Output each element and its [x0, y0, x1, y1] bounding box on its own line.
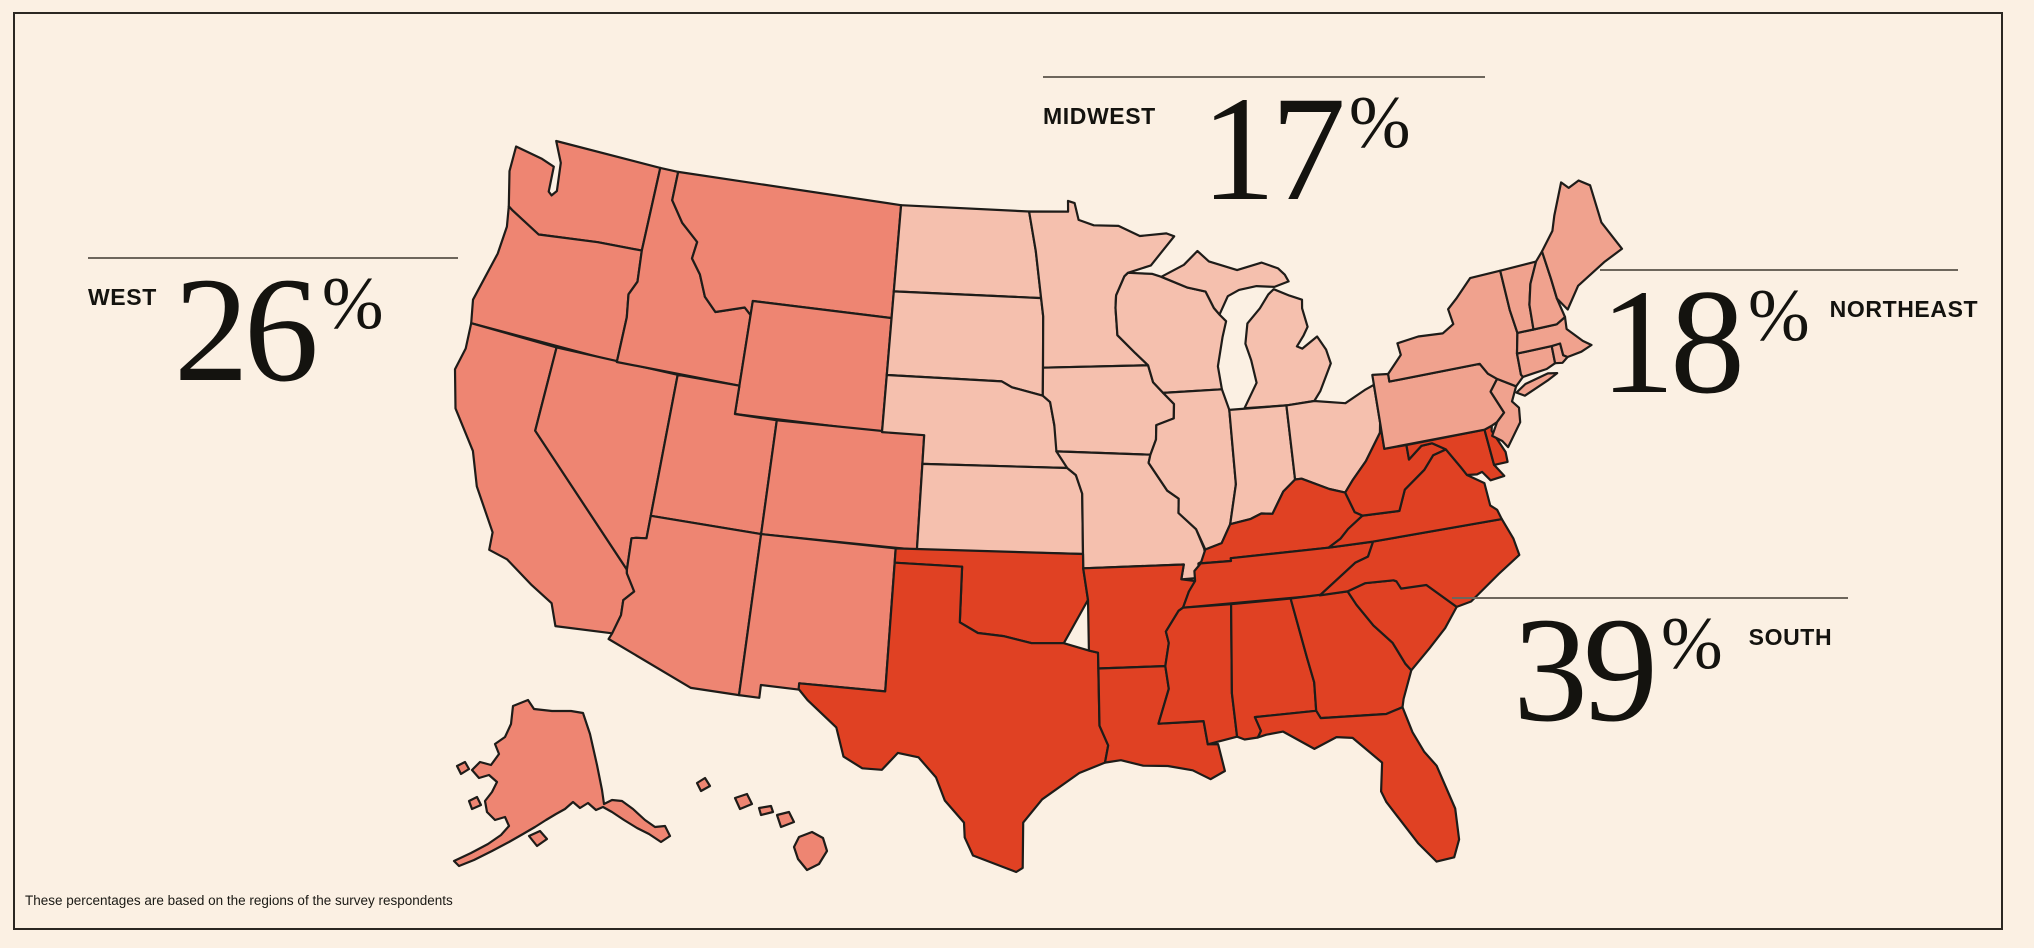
rule-line-midwest: [1043, 76, 1485, 78]
region-stat-midwest: MIDWEST 17 %: [1043, 66, 1485, 232]
region-name-northeast: NORTHEAST: [1829, 296, 1979, 322]
state-md: [1405, 428, 1506, 482]
state-me: [1540, 179, 1624, 311]
hawaii-molokai: [757, 804, 775, 817]
state-nc: [1318, 518, 1521, 608]
state-nj: [1489, 377, 1522, 449]
state-wy: [733, 299, 893, 434]
rule-line-south: [1452, 597, 1848, 599]
state-nm: [737, 533, 897, 699]
state-tx: [797, 561, 1110, 874]
state-wi: [1114, 271, 1228, 394]
alaska-kodiak-island: [527, 829, 549, 848]
hawaii-maui: [775, 810, 796, 829]
state-long-island: [1515, 372, 1559, 397]
percent-sign-midwest: %: [1348, 82, 1411, 164]
region-value-south: 39: [1513, 587, 1658, 753]
region-value-northeast: 18: [1600, 259, 1745, 425]
state-nd: [892, 204, 1043, 300]
state-mi: [1243, 288, 1332, 410]
region-name-midwest: MIDWEST: [1043, 103, 1156, 129]
percent-sign-west: %: [321, 263, 384, 345]
rule-line-west: [88, 257, 458, 259]
alaska-island-southwest: [467, 795, 483, 811]
hawaii-kauai: [695, 776, 712, 793]
region-name-west: WEST: [88, 284, 157, 310]
state-ny: [1387, 269, 1525, 388]
footnote: These percentages are based on the regio…: [25, 893, 453, 908]
region-value-west: 26: [173, 247, 319, 413]
state-co: [760, 419, 926, 551]
region-name-south: SOUTH: [1748, 624, 1833, 650]
percent-sign-northeast: %: [1748, 275, 1810, 357]
region-value-midwest: 17: [1200, 66, 1346, 232]
region-stat-northeast: 18 % NORTHEAST: [1600, 259, 1978, 425]
region-stat-south: 39 % SOUTH: [1452, 587, 1848, 753]
state-ks: [915, 462, 1085, 556]
state-az: [607, 514, 763, 697]
rule-line-northeast: [1600, 269, 1958, 271]
hawaii-big-island: [792, 830, 829, 872]
state-mt: [671, 170, 903, 320]
state-fl: [1253, 706, 1461, 863]
region-stat-west: WEST 26 %: [88, 247, 458, 413]
alaska-island-west: [455, 760, 471, 776]
hawaii-oahu: [733, 792, 754, 811]
alaska-inset: [452, 698, 672, 868]
state-mi-up: [1160, 249, 1290, 316]
percent-sign-south: %: [1661, 603, 1723, 685]
